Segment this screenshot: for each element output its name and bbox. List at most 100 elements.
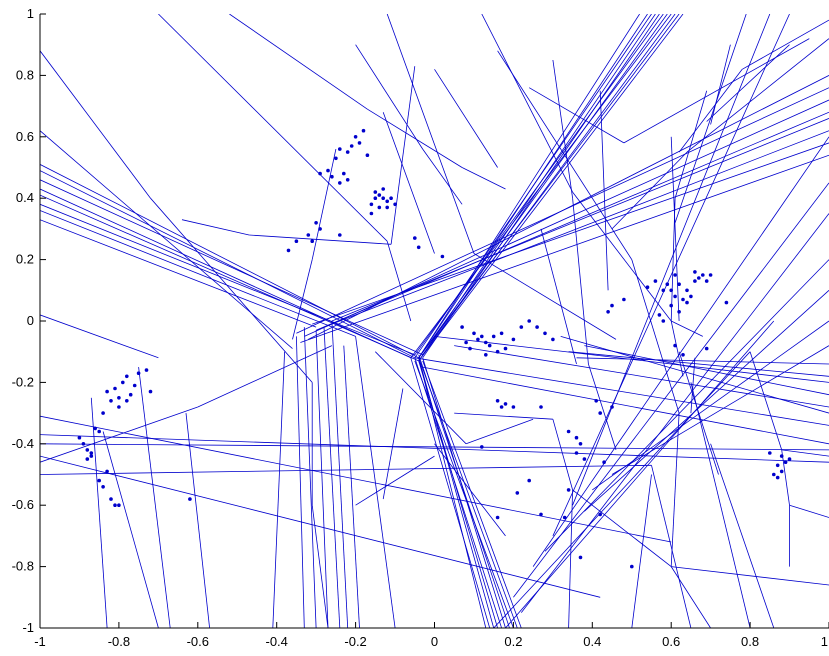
edge-95 bbox=[375, 351, 467, 445]
point-117 bbox=[657, 313, 662, 317]
edge-120 bbox=[710, 44, 731, 125]
point-52 bbox=[81, 442, 86, 446]
point-6 bbox=[345, 150, 350, 154]
edge-61 bbox=[505, 320, 775, 628]
edge-46 bbox=[40, 443, 829, 451]
edge-107 bbox=[651, 465, 692, 628]
point-56 bbox=[89, 454, 94, 458]
edge-66 bbox=[560, 336, 829, 414]
edge-90 bbox=[331, 320, 349, 628]
point-104 bbox=[693, 279, 697, 283]
point-21 bbox=[381, 187, 386, 191]
point-73 bbox=[499, 331, 504, 336]
point-139 bbox=[495, 515, 500, 520]
edge-40 bbox=[414, 357, 829, 426]
edge-136 bbox=[367, 108, 463, 168]
point-93 bbox=[598, 411, 602, 415]
point-26 bbox=[314, 221, 318, 225]
edge-119 bbox=[674, 90, 708, 199]
point-91 bbox=[582, 457, 587, 461]
edge-3 bbox=[40, 188, 411, 359]
point-80 bbox=[543, 331, 547, 336]
edge-88 bbox=[315, 330, 329, 628]
point-74 bbox=[484, 353, 488, 357]
edge-114 bbox=[588, 363, 617, 451]
point-138 bbox=[630, 564, 634, 569]
point-135 bbox=[562, 515, 567, 520]
x-tick-label-1: -0.8 bbox=[108, 634, 130, 649]
point-101 bbox=[677, 282, 681, 287]
x-tick-label-5: 0 bbox=[431, 634, 438, 649]
point-140 bbox=[515, 491, 520, 495]
edge-70 bbox=[631, 259, 680, 414]
point-36 bbox=[113, 386, 117, 391]
point-1 bbox=[330, 174, 334, 179]
point-124 bbox=[681, 353, 685, 357]
point-82 bbox=[460, 325, 464, 329]
point-113 bbox=[685, 300, 689, 305]
edge-56 bbox=[520, 213, 829, 613]
edge-101 bbox=[552, 419, 573, 491]
point-87 bbox=[511, 405, 516, 409]
edge-0 bbox=[40, 164, 419, 359]
point-100 bbox=[665, 282, 670, 287]
x-tick-label-10: 1 bbox=[821, 634, 828, 649]
point-119 bbox=[622, 297, 626, 302]
edge-79 bbox=[249, 234, 392, 245]
point-94 bbox=[610, 405, 614, 409]
point-123 bbox=[704, 346, 709, 351]
point-98 bbox=[669, 288, 673, 293]
edge-132 bbox=[686, 38, 829, 153]
point-134 bbox=[539, 512, 543, 517]
point-10 bbox=[357, 141, 362, 145]
edge-92 bbox=[311, 505, 329, 628]
x-tick-label-3: -0.4 bbox=[265, 634, 287, 649]
point-67 bbox=[484, 340, 488, 345]
point-105 bbox=[697, 276, 701, 280]
point-129 bbox=[783, 460, 788, 465]
edge-126 bbox=[781, 449, 829, 457]
edge-78 bbox=[390, 66, 416, 245]
point-13 bbox=[318, 171, 322, 176]
point-45 bbox=[136, 371, 141, 376]
edge-123 bbox=[671, 320, 703, 337]
point-34 bbox=[440, 254, 445, 259]
edge-81 bbox=[90, 397, 108, 628]
edge-18 bbox=[410, 14, 672, 359]
x-tick-label-7: 0.4 bbox=[583, 634, 601, 649]
point-85 bbox=[499, 405, 504, 409]
x-ticks: -1 -0.8 -0.6 -0.4 -0.2 0 0.2 0.4 0.6 0.8 1 bbox=[34, 622, 829, 649]
y-tick-label-4: -0.2 bbox=[12, 374, 34, 389]
y-tick-label-5: 0 bbox=[27, 313, 34, 328]
x-tick-label-0: -1 bbox=[34, 634, 46, 649]
edge-9 bbox=[40, 50, 151, 199]
point-0 bbox=[342, 171, 346, 176]
point-40 bbox=[109, 399, 113, 403]
point-142 bbox=[539, 405, 543, 409]
point-27 bbox=[306, 233, 311, 237]
point-144 bbox=[480, 445, 484, 449]
edge-71 bbox=[528, 87, 625, 144]
edge-39 bbox=[300, 154, 829, 343]
point-63 bbox=[148, 389, 153, 394]
edge-58 bbox=[592, 320, 829, 491]
edge-38 bbox=[312, 142, 829, 325]
edge-10 bbox=[150, 197, 313, 383]
edge-17 bbox=[418, 14, 668, 359]
point-121 bbox=[606, 310, 610, 314]
point-30 bbox=[338, 233, 342, 237]
edge-69 bbox=[497, 50, 633, 260]
point-86 bbox=[503, 402, 508, 406]
point-62 bbox=[105, 469, 109, 474]
point-111 bbox=[669, 303, 673, 308]
point-78 bbox=[527, 319, 531, 323]
edge-113 bbox=[572, 198, 589, 365]
point-43 bbox=[117, 405, 121, 409]
point-12 bbox=[338, 147, 342, 151]
edge-20 bbox=[418, 14, 680, 359]
edge-50 bbox=[197, 345, 333, 408]
point-5 bbox=[334, 156, 338, 161]
edge-127 bbox=[781, 449, 790, 506]
point-9 bbox=[349, 144, 354, 148]
edge-65 bbox=[584, 345, 829, 396]
